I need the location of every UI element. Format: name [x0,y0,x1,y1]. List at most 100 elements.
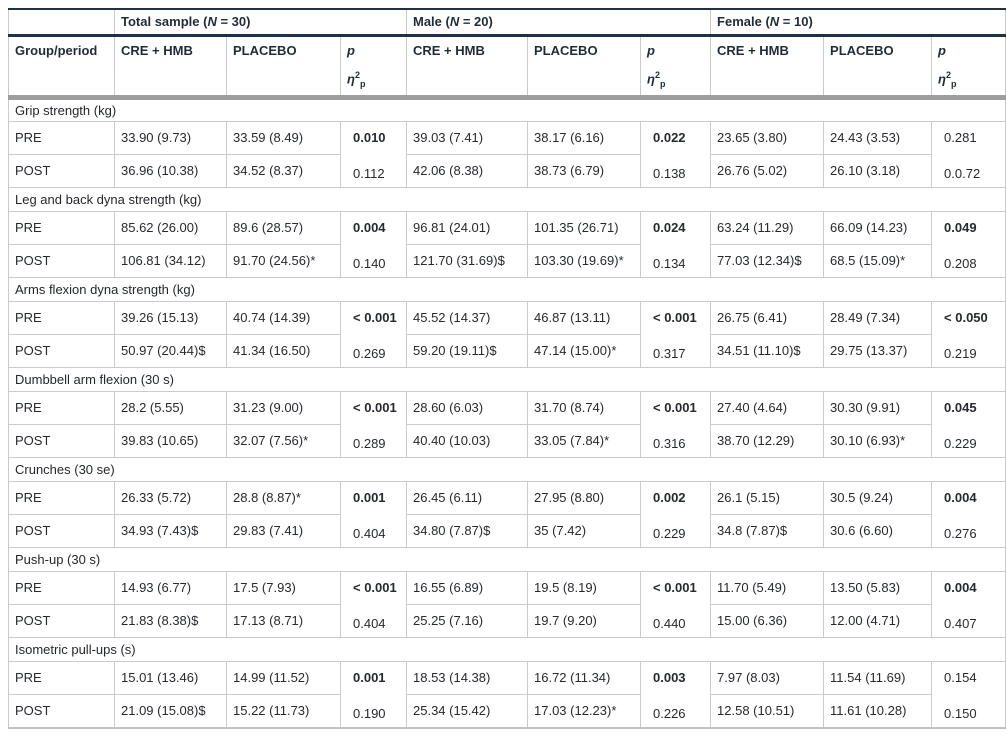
p-eta-cell: 0.001 0.404 [340,480,407,548]
value-cell: 14.99 (11.52) [226,660,341,695]
value-cell: 46.87 (13.11) [527,300,641,335]
value-cell: 66.09 (14.23) [823,210,933,245]
p-value: < 0.001 [353,579,397,595]
value-cell: 21.83 (8.38)$ [114,603,227,638]
row-label-post: POST [8,423,115,458]
p-eta-wrap: 0.049 0.208 [938,212,999,276]
row-label-pre: PRE [8,120,115,155]
value-cell: 26.76 (5.02) [710,153,825,188]
value-cell: 35 (7.42) [527,513,641,548]
row-label-pre: PRE [8,660,115,695]
value-cell: 33.90 (9.73) [114,120,227,155]
value-cell: 15.22 (11.73) [226,693,341,729]
p-eta-cell: 0.281 0.0.72 [931,120,1007,188]
value-cell: 39.26 (15.13) [114,300,227,335]
p-eta-wrap: < 0.001 0.404 [347,572,400,636]
section-title-row: Push-up (30 s) [7,546,1007,572]
p-eta-cell: 0.024 0.134 [639,210,712,278]
value-cell: 13.50 (5.83) [823,570,933,605]
value-cell: 7.97 (8.03) [710,660,825,695]
p-value: < 0.001 [653,309,697,325]
section-title: Grip strength (kg) [7,96,1007,122]
pre-row: PRE 14.93 (6.77) 17.5 (7.93) < 0.001 0.404 16… [8,570,1007,638]
p-eta-cell: < 0.001 0.269 [340,300,407,368]
eta-squared-value: 0.134 [653,255,686,271]
value-cell: 85.62 (26.00) [114,210,227,245]
p-value: 0.004 [944,489,977,505]
eta-squared-value: 0.219 [944,345,977,361]
group-label-text: Female ( [717,14,770,30]
n-symbol: N [207,14,217,30]
p-eta-cell: 0.004 0.276 [931,480,1007,548]
p-eta-wrap: < 0.001 0.269 [347,302,400,366]
value-cell: 17.5 (7.93) [226,570,341,605]
p-value: 0.004 [353,219,386,235]
group-label-text: Total sample ( [121,14,208,30]
value-cell: 41.34 (16.50) [226,333,341,368]
value-cell: 40.74 (14.39) [226,300,341,335]
value-cell: 47.14 (15.00)* [527,333,641,368]
p-value: 0.003 [653,669,686,685]
section-title-row: Leg and back dyna strength (kg) [7,186,1007,212]
p-eta-cell: 0.010 0.112 [340,120,407,188]
eta-squared-value: 0.140 [353,255,386,271]
pre-row: PRE 28.2 (5.55) 31.23 (9.00) < 0.001 0.289 28… [8,390,1007,458]
column-header-row: Group/period CRE + HMB PLACEBO p η2p CRE… [8,34,1007,100]
value-cell: 30.10 (6.93)* [823,423,933,458]
value-cell: 28.2 (5.55) [114,390,227,425]
post-row: POST 36.96 (10.38) 34.52 (8.37) 42.06 (8.38… [8,153,1006,188]
p-value: < 0.050 [944,309,988,325]
value-cell: 42.06 (8.38) [406,153,528,188]
section-title: Leg and back dyna strength (kg) [7,186,1007,212]
p-eta-wrap: 0.045 0.229 [938,392,999,456]
group-label-text: = 20) [459,14,493,30]
group-label-text: = 30) [216,14,251,30]
eta-squared-value: 0.289 [353,435,386,451]
p-value: < 0.001 [353,309,397,325]
eta-squared-symbol: η2p [938,69,957,89]
p-eta-wrap: < 0.001 0.289 [347,392,400,456]
pre-row: PRE 15.01 (13.46) 14.99 (11.52) 0.001 0.190 1… [8,660,1007,728]
row-label-pre: PRE [8,300,115,335]
p-eta-wrap: < 0.001 0.440 [647,572,704,636]
p-symbol: p [647,42,655,58]
value-cell: 26.1 (5.15) [710,480,825,515]
value-cell: 11.70 (5.49) [710,570,825,605]
value-cell: 101.35 (26.71) [527,210,641,245]
p-value: 0.022 [653,129,686,145]
p-value: < 0.001 [353,399,397,415]
value-cell: 91.70 (24.56)* [226,243,341,278]
value-cell: 12.58 (10.51) [710,693,825,729]
value-cell: 15.00 (6.36) [710,603,825,638]
n-symbol: N [769,14,780,30]
value-cell: 18.53 (14.38) [406,660,528,695]
value-cell: 17.03 (12.23)* [527,693,641,729]
col-header-cre-hmb-male: CRE + HMB [406,34,528,100]
value-cell: 23.65 (3.80) [710,120,825,155]
p-eta-cell: 0.001 0.190 [340,660,407,728]
section-title: Arms flexion dyna strength (kg) [7,276,1007,302]
value-cell: 31.70 (8.74) [527,390,641,425]
col-header-placebo-total: PLACEBO [226,34,341,100]
section-title: Crunches (30 se) [7,456,1007,482]
p-eta-cell: 0.004 0.407 [931,570,1007,638]
col-header-placebo-male: PLACEBO [527,34,641,100]
pre-row: PRE 39.26 (15.13) 40.74 (14.39) < 0.001 0.26… [8,300,1007,368]
section-title: Dumbbell arm flexion (30 s) [7,366,1007,392]
p-eta-cell: 0.003 0.226 [639,660,712,728]
eta-squared-value: 0.276 [944,525,977,541]
section-title-row: Grip strength (kg) [7,96,1007,122]
col-header-p-eta-female: p η2p [931,34,1007,100]
n-symbol: N [449,14,460,30]
col-header-cre-hmb-female: CRE + HMB [710,34,825,100]
value-cell: 25.34 (15.42) [406,693,528,729]
value-cell: 26.75 (6.41) [710,300,825,335]
value-cell: 27.40 (4.64) [710,390,825,425]
pre-row: PRE 26.33 (5.72) 28.8 (8.87)* 0.001 0.404 26.… [8,480,1007,548]
col-header-p-eta-total: p η2p [340,34,407,100]
p-eta-wrap: 0.154 0.150 [938,662,999,727]
value-cell: 30.6 (6.60) [823,513,933,548]
value-cell: 31.23 (9.00) [226,390,341,425]
post-row: POST 50.97 (20.44)$ 41.34 (16.50) 59.20 (19… [8,333,1006,368]
value-cell: 34.8 (7.87)$ [710,513,825,548]
